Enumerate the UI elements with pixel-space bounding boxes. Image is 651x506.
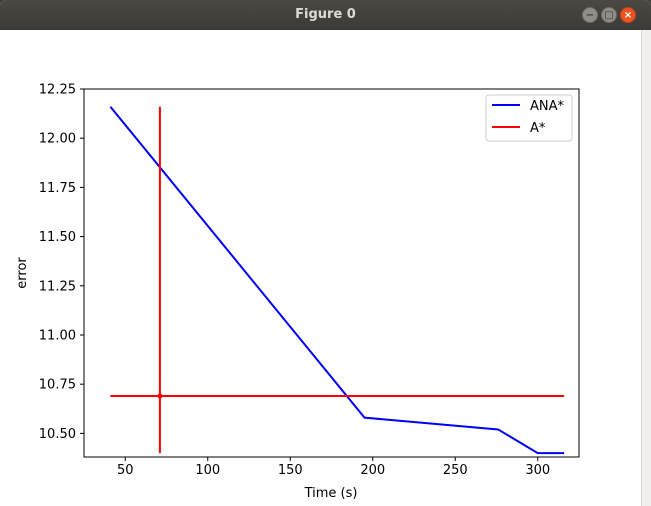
line-chart: 50 100 150 200 250 300 10.50 10.75 11.00 11.25 11… (15, 83, 580, 501)
x-tick-label: 300 (525, 463, 550, 478)
y-tick-label: 11.75 (39, 181, 76, 196)
y-axis-label: error (15, 257, 30, 289)
window-title: Figure 0 (295, 7, 356, 22)
x-tick-label: 100 (195, 463, 220, 478)
legend-label-ana-star: ANA* (530, 99, 565, 114)
y-tick-label: 12.25 (39, 83, 76, 98)
legend-label-a-star: A* (530, 121, 546, 136)
window-edge (641, 30, 651, 506)
series-line-ana-star (109, 106, 565, 455)
legend: ANA* A* (485, 94, 573, 142)
y-tick-label: 10.50 (39, 427, 76, 442)
x-tick-label: 50 (117, 463, 134, 478)
y-tick-label: 11.25 (39, 279, 76, 294)
legend-frame (485, 94, 573, 142)
maximize-button[interactable]: □ (601, 7, 617, 23)
y-tick-label: 10.75 (39, 378, 76, 393)
y-tick-label: 11.50 (39, 230, 76, 245)
a-star-marker (157, 393, 163, 399)
x-tick-label: 250 (443, 463, 468, 478)
title-bar[interactable]: Figure 0 − □ × (0, 0, 651, 30)
x-tick-label: 200 (360, 463, 385, 478)
y-tick-label: 12.00 (39, 132, 76, 147)
x-tick-label: 150 (278, 463, 303, 478)
minimize-button[interactable]: − (582, 7, 598, 23)
y-tick-label: 11.00 (39, 328, 76, 343)
plot-frame (83, 88, 580, 458)
figure-canvas-area: 50 100 150 200 250 300 10.50 10.75 11.00 11.25 11… (0, 30, 651, 506)
close-button[interactable]: × (620, 7, 636, 23)
x-axis-label: Time (s) (304, 486, 358, 501)
